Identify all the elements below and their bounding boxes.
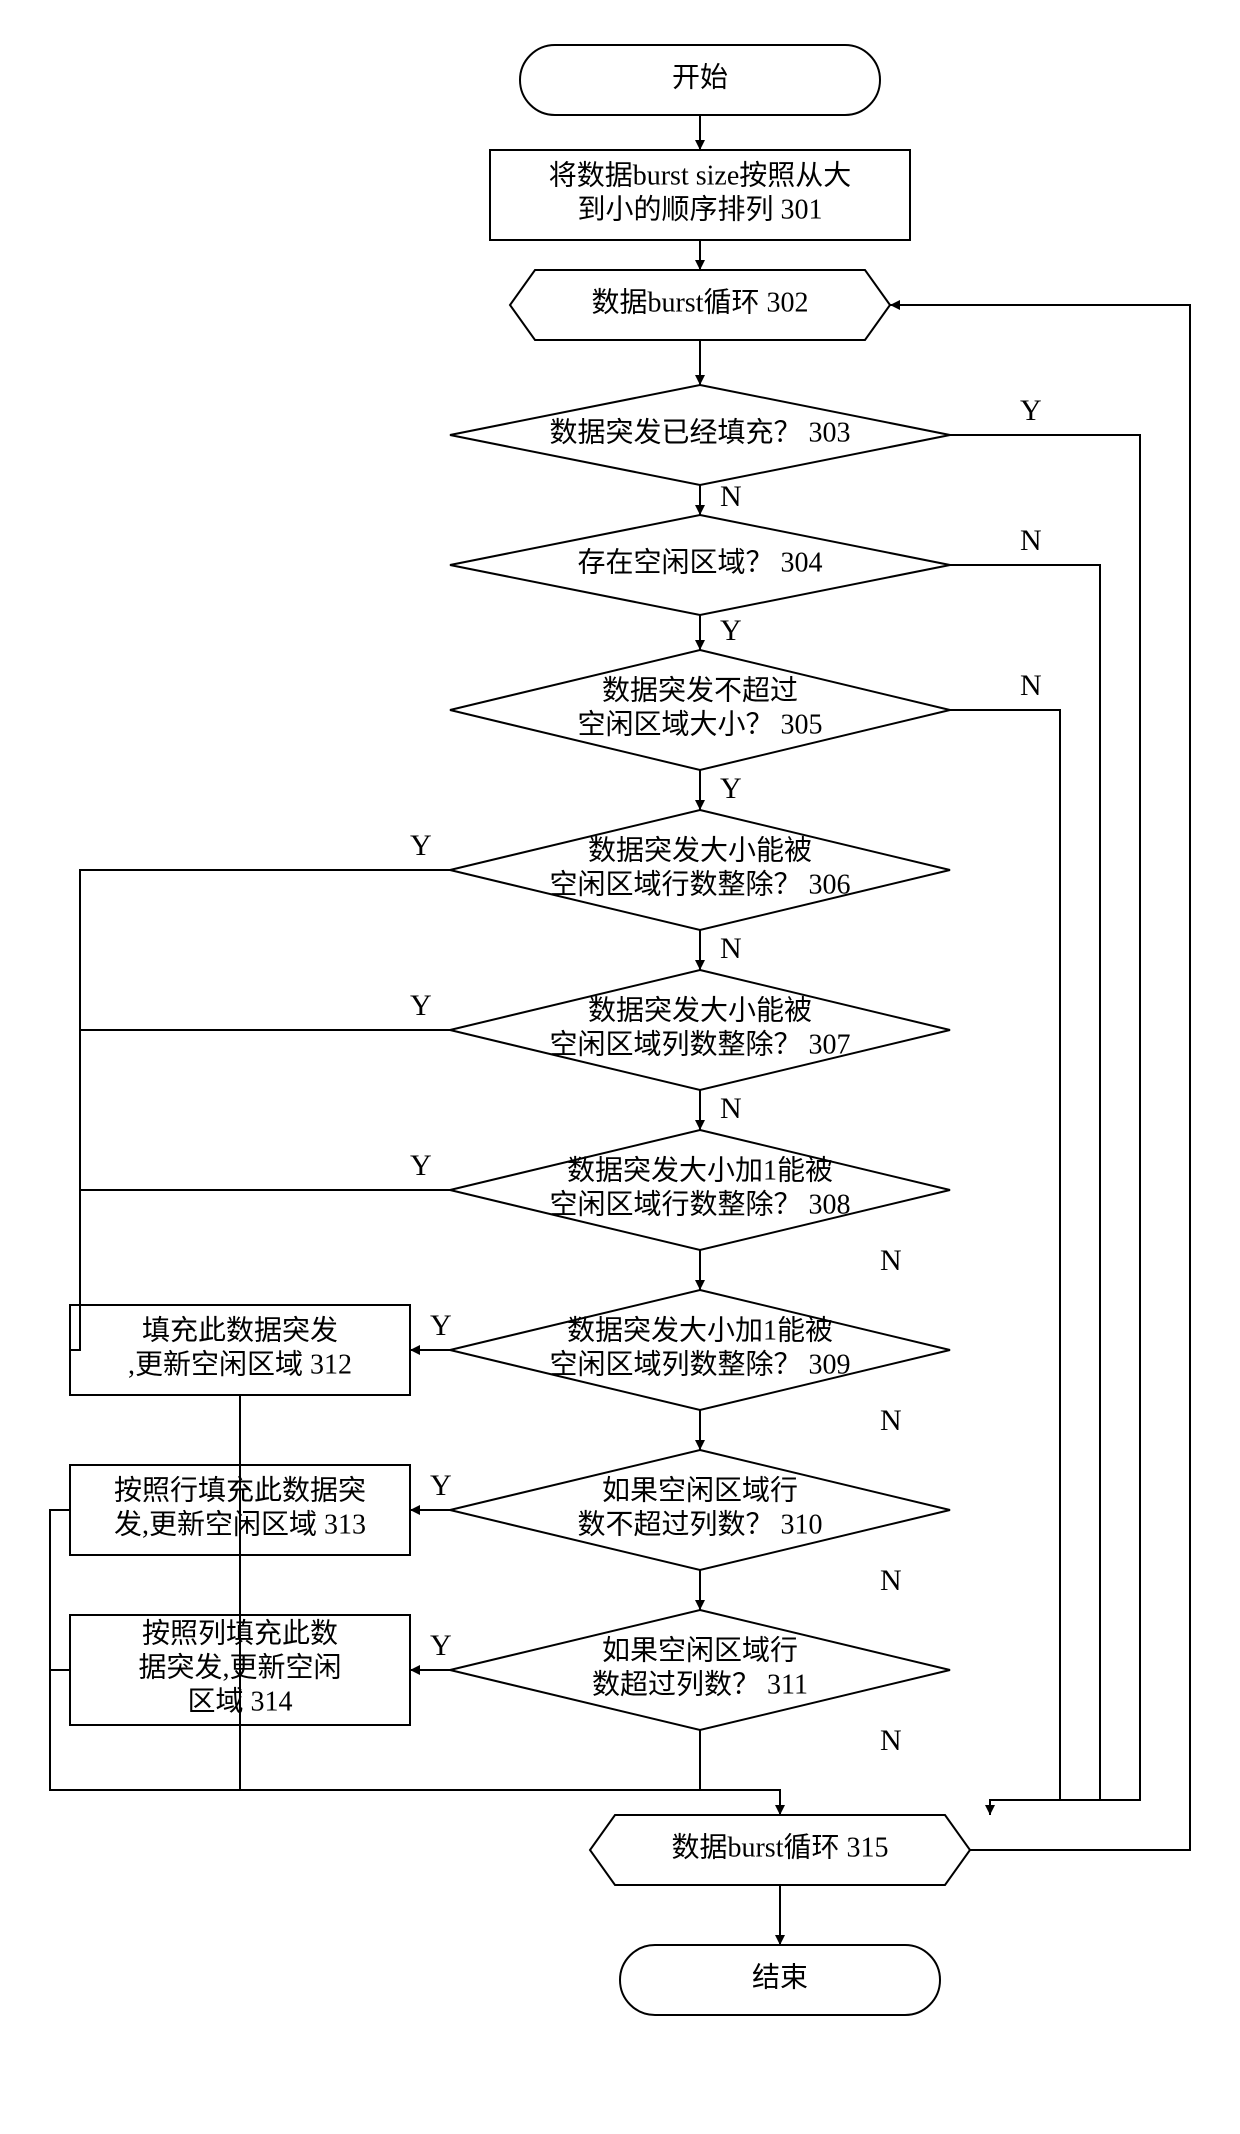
edge bbox=[700, 1790, 780, 1815]
edge-label: N bbox=[1020, 669, 1042, 702]
node-text: 到小的顺序排列 301 bbox=[577, 193, 822, 225]
node-text: 数超过列数？ 311 bbox=[592, 1668, 808, 1700]
edge bbox=[950, 565, 1100, 1800]
node-n304: 存在空闲区域？ 304 bbox=[450, 515, 950, 615]
edge-label: N bbox=[880, 1404, 902, 1437]
edge bbox=[50, 1510, 70, 1790]
edge-label: Y bbox=[720, 614, 742, 647]
edge bbox=[950, 435, 1140, 1815]
edge-label: N bbox=[880, 1724, 902, 1757]
node-text: 空闲区域大小？ 305 bbox=[577, 708, 822, 740]
edge bbox=[240, 1395, 700, 1790]
node-text: 数据突发大小加1能被 bbox=[567, 1314, 833, 1346]
node-n306: 数据突发大小能被空闲区域行数整除？ 306 bbox=[450, 810, 950, 930]
node-n314: 按照列填充此数据突发,更新空闲区域 314 bbox=[70, 1615, 410, 1725]
node-text: 发,更新空闲区域 313 bbox=[114, 1508, 366, 1540]
node-text: 空闲区域行数整除？ 306 bbox=[549, 868, 850, 900]
edge-label: Y bbox=[410, 829, 432, 862]
node-n315: 数据burst循环 315 bbox=[590, 1815, 970, 1885]
node-n312: 填充此数据突发,更新空闲区域 312 bbox=[70, 1305, 410, 1395]
edge-label: N bbox=[880, 1564, 902, 1597]
edge-label: N bbox=[880, 1244, 902, 1277]
edge-label: Y bbox=[410, 1149, 432, 1182]
node-n303: 数据突发已经填充？ 303 bbox=[450, 385, 950, 485]
node-n301: 将数据burst size按照从大到小的顺序排列 301 bbox=[490, 150, 910, 240]
flowchart-diagram: N Y Y N N N N N Y N N Y Y Y Y Y Y N 开始将数据burst size按照从大到小的… bbox=[20, 20, 1240, 2114]
node-text: 数不超过列数？ 310 bbox=[577, 1508, 822, 1540]
node-n309: 数据突发大小加1能被空闲区域列数整除？ 309 bbox=[450, 1290, 950, 1410]
edge-label: Y bbox=[430, 1309, 452, 1342]
edge-label: N bbox=[720, 1092, 742, 1125]
node-text: 将数据burst size按照从大 bbox=[549, 159, 852, 191]
node-n311: 如果空闲区域行数超过列数？ 311 bbox=[450, 1610, 950, 1730]
node-n308: 数据突发大小加1能被空闲区域行数整除？ 308 bbox=[450, 1130, 950, 1250]
node-end: 结束 bbox=[620, 1945, 940, 2015]
node-text: 存在空闲区域？ 304 bbox=[577, 546, 822, 578]
node-text: 数据突发已经填充？ 303 bbox=[549, 416, 850, 448]
edge-label: N bbox=[1020, 524, 1042, 557]
node-text: 如果空闲区域行 bbox=[602, 1634, 798, 1666]
edge bbox=[70, 870, 450, 1350]
node-text: 按照行填充此数据突 bbox=[114, 1474, 366, 1506]
node-text: 空闲区域行数整除？ 308 bbox=[549, 1188, 850, 1220]
node-text: 开始 bbox=[672, 61, 728, 93]
node-text: 按照列填充此数 bbox=[142, 1617, 338, 1649]
node-text: 数据突发不超过 bbox=[602, 674, 798, 706]
node-n307: 数据突发大小能被空闲区域列数整除？ 307 bbox=[450, 970, 950, 1090]
edge bbox=[950, 710, 1060, 1800]
node-text: 区域 314 bbox=[187, 1685, 292, 1717]
edge-label: Y bbox=[410, 989, 432, 1022]
node-text: 空闲区域列数整除？ 307 bbox=[549, 1028, 850, 1060]
node-n305: 数据突发不超过空闲区域大小？ 305 bbox=[450, 650, 950, 770]
node-text: 数据burst循环 315 bbox=[671, 1831, 888, 1863]
edge-label: N bbox=[720, 932, 742, 965]
node-n310: 如果空闲区域行数不超过列数？ 310 bbox=[450, 1450, 950, 1570]
node-text: 填充此数据突发 bbox=[142, 1314, 338, 1346]
node-n302: 数据burst循环 302 bbox=[510, 270, 890, 340]
node-text: 数据突发大小能被 bbox=[588, 994, 812, 1026]
node-text: 数据突发大小能被 bbox=[588, 834, 812, 866]
edge-label: Y bbox=[430, 1629, 452, 1662]
edge-label: Y bbox=[1020, 394, 1042, 427]
node-start: 开始 bbox=[520, 45, 880, 115]
node-text: 数据突发大小加1能被 bbox=[567, 1154, 833, 1186]
node-text: 空闲区域列数整除？ 309 bbox=[549, 1348, 850, 1380]
node-text: 结束 bbox=[752, 1961, 808, 1993]
node-text: 如果空闲区域行 bbox=[602, 1474, 798, 1506]
edge-label: Y bbox=[720, 772, 742, 805]
node-text: 数据burst循环 302 bbox=[591, 286, 808, 318]
edge-label: Y bbox=[430, 1469, 452, 1502]
node-text: 据突发,更新空闲 bbox=[138, 1651, 341, 1683]
node-text: ,更新空闲区域 312 bbox=[128, 1348, 352, 1380]
edge-label: N bbox=[720, 480, 742, 513]
